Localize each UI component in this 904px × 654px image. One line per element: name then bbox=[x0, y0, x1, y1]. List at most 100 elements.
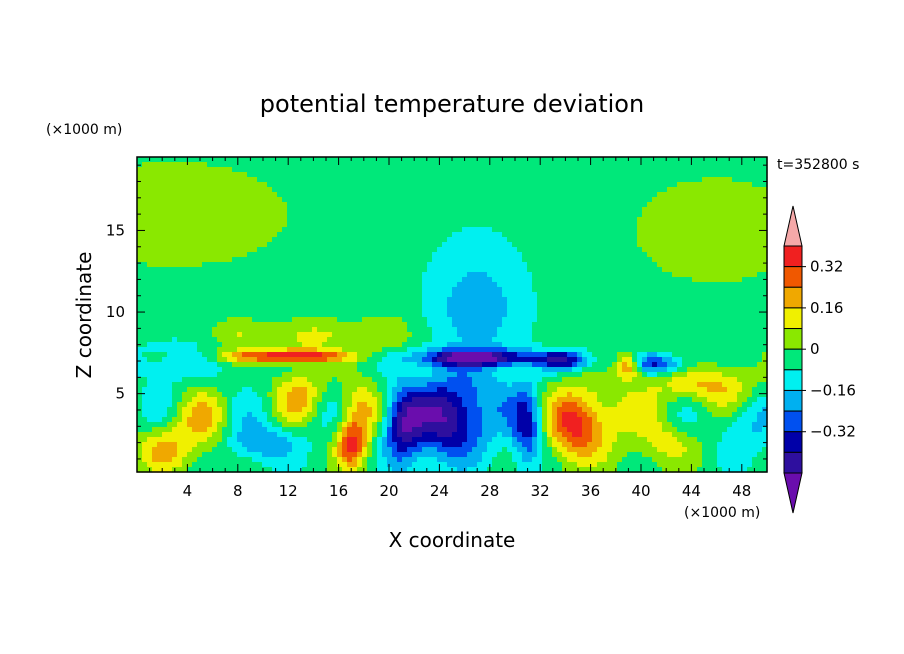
contour-cell bbox=[657, 162, 663, 168]
contour-cell bbox=[422, 347, 428, 353]
contour-cell bbox=[302, 342, 308, 348]
contour-cell bbox=[502, 162, 508, 168]
contour-cell bbox=[752, 207, 758, 213]
contour-cell bbox=[137, 352, 143, 358]
contour-cell bbox=[637, 272, 643, 278]
contour-cell bbox=[432, 157, 438, 163]
contour-cell bbox=[357, 162, 363, 168]
contour-cell bbox=[697, 287, 703, 293]
contour-cell bbox=[177, 157, 183, 163]
contour-cell bbox=[677, 242, 683, 248]
contour-cell bbox=[722, 232, 728, 238]
contour-cell bbox=[177, 227, 183, 233]
contour-cell bbox=[747, 342, 753, 348]
contour-cell bbox=[242, 312, 248, 318]
contour-cell bbox=[727, 202, 733, 208]
contour-cell bbox=[652, 167, 658, 173]
contour-cell bbox=[262, 177, 268, 183]
contour-cell bbox=[202, 287, 208, 293]
contour-cell bbox=[587, 277, 593, 283]
contour-cell bbox=[137, 217, 143, 223]
contour-cell bbox=[542, 192, 548, 198]
contour-cell bbox=[397, 337, 403, 343]
contour-cell bbox=[267, 217, 273, 223]
contour-cell bbox=[687, 317, 693, 323]
contour-cell bbox=[757, 262, 763, 268]
contour-cell bbox=[482, 247, 488, 253]
contour-cell bbox=[307, 247, 313, 253]
contour-cell bbox=[612, 227, 618, 233]
contour-cell bbox=[727, 317, 733, 323]
contour-cell bbox=[662, 197, 668, 203]
contour-cell bbox=[207, 342, 213, 348]
contour-cell bbox=[172, 297, 178, 303]
contour-cell bbox=[212, 177, 218, 183]
contour-cell bbox=[452, 237, 458, 243]
contour-cell bbox=[292, 257, 298, 263]
contour-cell bbox=[692, 297, 698, 303]
contour-cell bbox=[152, 177, 158, 183]
contour-cell bbox=[372, 237, 378, 243]
contour-cell bbox=[202, 207, 208, 213]
contour-cell bbox=[667, 327, 673, 333]
contour-cell bbox=[572, 192, 578, 198]
contour-cell bbox=[722, 282, 728, 288]
contour-cell bbox=[402, 217, 408, 223]
contour-cell bbox=[297, 192, 303, 198]
contour-cell bbox=[697, 157, 703, 163]
contour-cell bbox=[422, 222, 428, 228]
contour-cell bbox=[662, 282, 668, 288]
contour-cell bbox=[702, 347, 708, 353]
contour-cell bbox=[407, 232, 413, 238]
contour-cell bbox=[167, 197, 173, 203]
contour-cell bbox=[427, 347, 433, 353]
contour-cell bbox=[752, 347, 758, 353]
contour-cell bbox=[402, 207, 408, 213]
contour-cell bbox=[512, 317, 518, 323]
contour-cell bbox=[617, 267, 623, 273]
contour-cell bbox=[282, 162, 288, 168]
contour-cell bbox=[262, 222, 268, 228]
contour-cell bbox=[382, 287, 388, 293]
contour-cell bbox=[637, 172, 643, 178]
contour-cell bbox=[357, 222, 363, 228]
contour-cell bbox=[562, 157, 568, 163]
contour-cell bbox=[172, 187, 178, 193]
contour-cell bbox=[362, 157, 368, 163]
contour-cell bbox=[187, 177, 193, 183]
contour-cell bbox=[182, 242, 188, 248]
contour-cell bbox=[232, 192, 238, 198]
contour-cell bbox=[487, 322, 493, 328]
contour-cell bbox=[712, 207, 718, 213]
contour-cell bbox=[482, 257, 488, 263]
contour-cell bbox=[582, 272, 588, 278]
contour-cell bbox=[707, 247, 713, 253]
contour-cell bbox=[622, 287, 628, 293]
contour-cell bbox=[627, 167, 633, 173]
contour-cell bbox=[332, 342, 338, 348]
contour-cell bbox=[372, 202, 378, 208]
contour-cell bbox=[532, 317, 538, 323]
contour-cell bbox=[492, 237, 498, 243]
contour-cell bbox=[722, 272, 728, 278]
contour-cell bbox=[252, 167, 258, 173]
contour-cell bbox=[232, 262, 238, 268]
contour-cell bbox=[712, 272, 718, 278]
contour-cell bbox=[282, 212, 288, 218]
contour-cell bbox=[687, 182, 693, 188]
contour-cell bbox=[542, 342, 548, 348]
contour-cell bbox=[252, 347, 258, 353]
contour-cell bbox=[352, 162, 358, 168]
contour-cell bbox=[297, 312, 303, 318]
contour-cell bbox=[462, 247, 468, 253]
contour-cell bbox=[552, 217, 558, 223]
contour-cell bbox=[587, 157, 593, 163]
contour-cell bbox=[307, 172, 313, 178]
contour-cell bbox=[312, 197, 318, 203]
contour-cell bbox=[582, 197, 588, 203]
contour-cell bbox=[397, 322, 403, 328]
contour-cell bbox=[497, 317, 503, 323]
contour-cell bbox=[292, 162, 298, 168]
contour-cell bbox=[467, 342, 473, 348]
contour-cell bbox=[282, 192, 288, 198]
